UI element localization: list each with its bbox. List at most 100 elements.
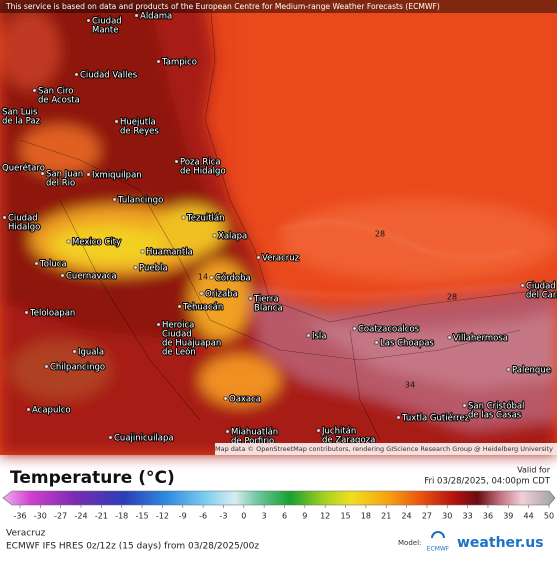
city-label: Mante xyxy=(92,26,119,36)
city-dot xyxy=(114,119,119,124)
city-label: Acapulco xyxy=(32,406,71,416)
city-dot xyxy=(86,18,91,23)
city-label: Isla xyxy=(312,332,327,342)
city-dot xyxy=(156,59,161,64)
city-dot xyxy=(306,333,311,338)
city-label: San Luis xyxy=(2,108,38,118)
city-label: del Carmen xyxy=(526,291,557,301)
contour-label: 14 xyxy=(198,273,208,282)
tick-label: -6 xyxy=(199,512,207,521)
tick-label: -12 xyxy=(156,512,169,521)
brand: weather.us xyxy=(457,535,544,551)
city-label: Ciudad xyxy=(92,17,122,27)
city-dot xyxy=(506,367,511,372)
city-dot xyxy=(223,396,228,401)
city-dot xyxy=(520,283,525,288)
banner-bg xyxy=(0,0,557,13)
city-label: Iguala xyxy=(78,348,104,358)
color-bar xyxy=(2,490,556,506)
tick-label: 15 xyxy=(340,512,350,521)
city-dot xyxy=(44,364,49,369)
city-label: Miahuatlán xyxy=(231,428,278,438)
city-label: de Hidalgo xyxy=(180,167,226,177)
legend-title: Temperature (°C) xyxy=(10,468,175,488)
temperature-field xyxy=(0,0,557,455)
banner: This service is based on data and produc… xyxy=(5,2,440,11)
model-logo xyxy=(431,531,445,539)
valid-time: Fri 03/28/2025, 04:00pm CDT xyxy=(424,477,551,487)
city-label: Heroica xyxy=(162,321,194,331)
city-label: Querétaro xyxy=(2,163,45,174)
city-label: Ciudad xyxy=(162,330,192,340)
city-label: Villahermosa xyxy=(453,334,508,344)
city-label: Las Choapas xyxy=(380,339,434,349)
city-dot xyxy=(86,172,91,177)
city-label: Juchitán xyxy=(321,427,356,437)
city-label: Tierra xyxy=(253,295,279,305)
city-label: Palenque xyxy=(512,366,551,376)
region: Veracruz xyxy=(6,529,46,539)
city-dot xyxy=(2,215,7,220)
city-label: Chilpancingo xyxy=(50,363,105,373)
footer: Veracruz ECMWF IFS HRES 0z/12z (15 days)… xyxy=(6,529,544,553)
city-dot xyxy=(396,415,401,420)
city-label: Cuernavaca xyxy=(66,272,117,282)
tick-label: 50 xyxy=(544,512,554,521)
city-dot xyxy=(212,233,217,238)
tick-label: 27 xyxy=(422,512,432,521)
color-bar-ticks: -36 -30 -27 -24 -21 -18 -15 -12 -9 -6 -3 0 3 6 9 12 15 18… xyxy=(13,505,554,521)
city-label: de las Casas xyxy=(468,411,522,421)
tick-label: -3 xyxy=(219,512,227,521)
tick-label: -9 xyxy=(179,512,187,521)
city-label: Ciudad Valles xyxy=(80,71,138,81)
city-dot xyxy=(74,72,79,77)
model-name: ECMWF xyxy=(427,546,450,553)
city-dot xyxy=(133,265,138,270)
tick-label: -21 xyxy=(95,512,108,521)
city-label: Tulancingo xyxy=(117,196,163,206)
city-dot xyxy=(66,239,71,244)
city-label: Blanca xyxy=(254,304,283,314)
tick-label: 12 xyxy=(320,512,330,521)
tick-label: -15 xyxy=(136,512,149,521)
city-label: de Huajuapan xyxy=(162,339,221,349)
city-dot xyxy=(156,322,161,327)
model-info: ECMWF IFS HRES 0z/12z (15 days) from 03/… xyxy=(6,542,259,552)
city-label: San Cristóbal xyxy=(468,401,524,412)
city-dot xyxy=(108,435,113,440)
city-dot xyxy=(181,215,186,220)
city-dot xyxy=(316,428,321,433)
tick-label: 0 xyxy=(241,512,246,521)
city-label: Coatzacoalcos xyxy=(358,325,420,335)
city-dot xyxy=(225,429,230,434)
tick-label: 9 xyxy=(302,512,307,521)
tick-label: -24 xyxy=(74,512,87,521)
city-label: Tehuacán xyxy=(182,303,223,313)
city-label: Puebla xyxy=(139,264,168,274)
tick-label: 21 xyxy=(381,512,391,521)
map: This service is based on data and produc… xyxy=(0,0,557,455)
tick-label: -18 xyxy=(115,512,128,521)
city-label: Tampico xyxy=(161,58,197,68)
city-dot xyxy=(447,335,452,340)
contour-label: 28 xyxy=(375,230,385,239)
city-dot xyxy=(462,403,467,408)
city-dot xyxy=(72,349,77,354)
city-dot xyxy=(134,13,139,18)
city-label: Cuajinicuilapa xyxy=(114,434,174,444)
tick-label: -27 xyxy=(54,512,67,521)
valid-label: Valid for xyxy=(517,466,551,475)
city-label: San Ciro xyxy=(38,87,74,97)
city-label: Oaxaca xyxy=(229,395,261,405)
city-label: de Acosta xyxy=(38,96,80,106)
city-label: Ciudad xyxy=(526,282,556,292)
borders xyxy=(19,0,557,441)
city-label: de Reyes xyxy=(120,127,159,137)
city-label: Teloloapan xyxy=(29,309,75,319)
city-label: Xalapa xyxy=(218,232,247,242)
city-dot xyxy=(112,197,117,202)
city-label: Poza Rica xyxy=(180,158,221,168)
tick-label: -36 xyxy=(13,512,26,521)
